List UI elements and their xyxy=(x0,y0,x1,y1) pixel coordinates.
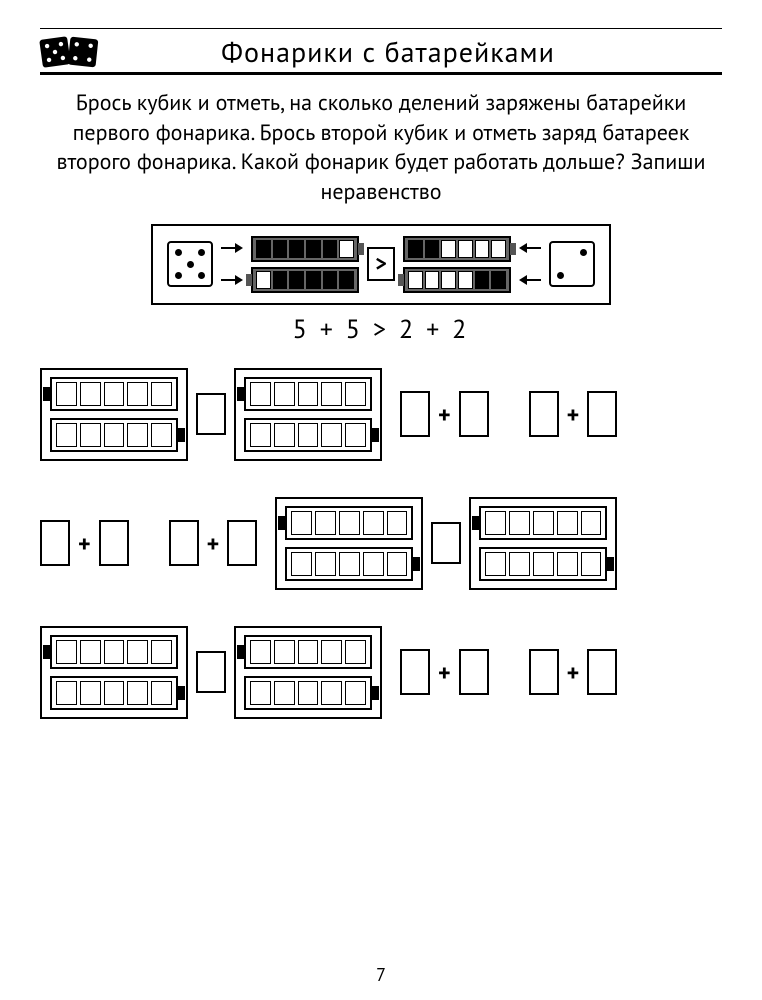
number-blank[interactable] xyxy=(99,520,129,566)
example-flashlight-right xyxy=(403,236,511,293)
number-blank[interactable] xyxy=(169,520,199,566)
flashlight xyxy=(234,368,382,461)
number-blank[interactable] xyxy=(459,649,489,695)
comparator-blank[interactable] xyxy=(431,522,461,564)
number-blank[interactable] xyxy=(587,391,617,437)
flashlight-pair xyxy=(40,626,382,719)
number-blank[interactable] xyxy=(227,520,257,566)
die-right xyxy=(549,241,595,287)
page-header: Фонарики с батарейками xyxy=(40,28,722,75)
plus-sign: + xyxy=(565,657,582,688)
number-blank[interactable] xyxy=(529,391,559,437)
number-blank[interactable] xyxy=(587,649,617,695)
equation-blanks: + + xyxy=(400,649,617,695)
page-title: Фонарики с батарейками xyxy=(104,33,722,70)
plus-sign: + xyxy=(436,399,453,430)
arrow-icon xyxy=(221,243,243,285)
flashlight xyxy=(40,368,188,461)
flashlight xyxy=(469,497,617,590)
exercise-row: + + xyxy=(40,626,722,719)
arrow-icon xyxy=(519,243,541,285)
plus-sign: + xyxy=(436,657,453,688)
example-equation: 5 + 5 > 2 + 2 xyxy=(40,313,722,346)
flashlight xyxy=(40,626,188,719)
number-blank[interactable] xyxy=(459,391,489,437)
page-number: 7 xyxy=(0,963,762,986)
comparator-blank[interactable] xyxy=(196,651,226,693)
example-flashlight-left xyxy=(251,236,359,293)
plus-sign: + xyxy=(565,399,582,430)
plus-sign: + xyxy=(205,528,222,559)
number-blank[interactable] xyxy=(400,391,430,437)
flashlight-pair xyxy=(275,497,617,590)
comparator-box: > xyxy=(367,247,395,281)
dice-icon xyxy=(67,35,100,68)
flashlight xyxy=(275,497,423,590)
flashlight-pair xyxy=(40,368,382,461)
number-blank[interactable] xyxy=(529,649,559,695)
exercise-row: + + xyxy=(40,368,722,461)
comparator-blank[interactable] xyxy=(196,393,226,435)
number-blank[interactable] xyxy=(40,520,70,566)
flashlight xyxy=(234,626,382,719)
example-diagram: > xyxy=(151,224,611,305)
equation-blanks: + + xyxy=(400,391,617,437)
exercise-row: + + xyxy=(40,497,722,590)
plus-sign: + xyxy=(76,528,93,559)
equation-blanks: + + xyxy=(40,520,257,566)
die-left xyxy=(167,241,213,287)
instructions-text: Брось кубик и отметь, на сколько делений… xyxy=(40,89,722,208)
number-blank[interactable] xyxy=(400,649,430,695)
